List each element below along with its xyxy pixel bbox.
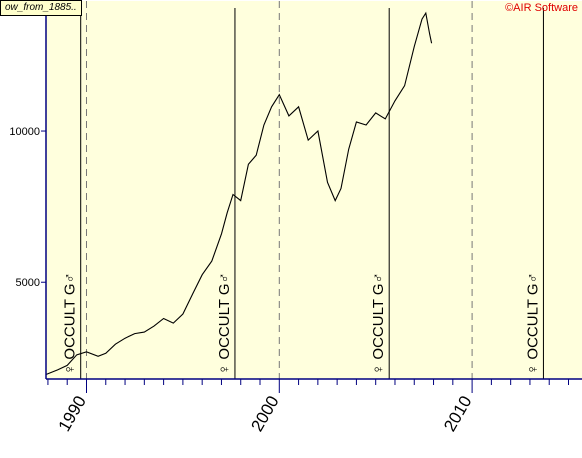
y-tick-label-10000: 10000 (9, 126, 40, 138)
series-tag[interactable]: ow_from_1885.. (0, 0, 82, 16)
y-axis-ticks: 5000 10000 (9, 126, 46, 289)
event-marker-label-3: ♀ OCCULT G♂ (524, 272, 541, 375)
event-markers: ♀ OCCULT G♂ ♀ OCCULT G♂ ♀ OCCULT G♂ ♀ OCCUL… (62, 8, 544, 379)
event-marker-label-1: ♀ OCCULT G♂ (216, 272, 233, 375)
x-tick-label-2000: 2000 (247, 393, 282, 435)
axes (45, 1, 582, 380)
copyright-label: ©AIR Software (505, 2, 578, 14)
price-series-line (45, 11, 433, 376)
event-marker-label-2: ♀ OCCULT G♂ (370, 272, 387, 375)
y-tick-label-5000: 5000 (16, 277, 40, 289)
event-marker-label-0: ♀ OCCULT G♂ (62, 272, 79, 375)
plot-background (46, 1, 582, 379)
grid-lines (85, 1, 473, 379)
x-tick-label-2010: 2010 (440, 393, 475, 435)
x-tick-label-1990: 1990 (55, 393, 90, 435)
x-axis-ticks: 1990 2000 2010 (47, 379, 570, 435)
